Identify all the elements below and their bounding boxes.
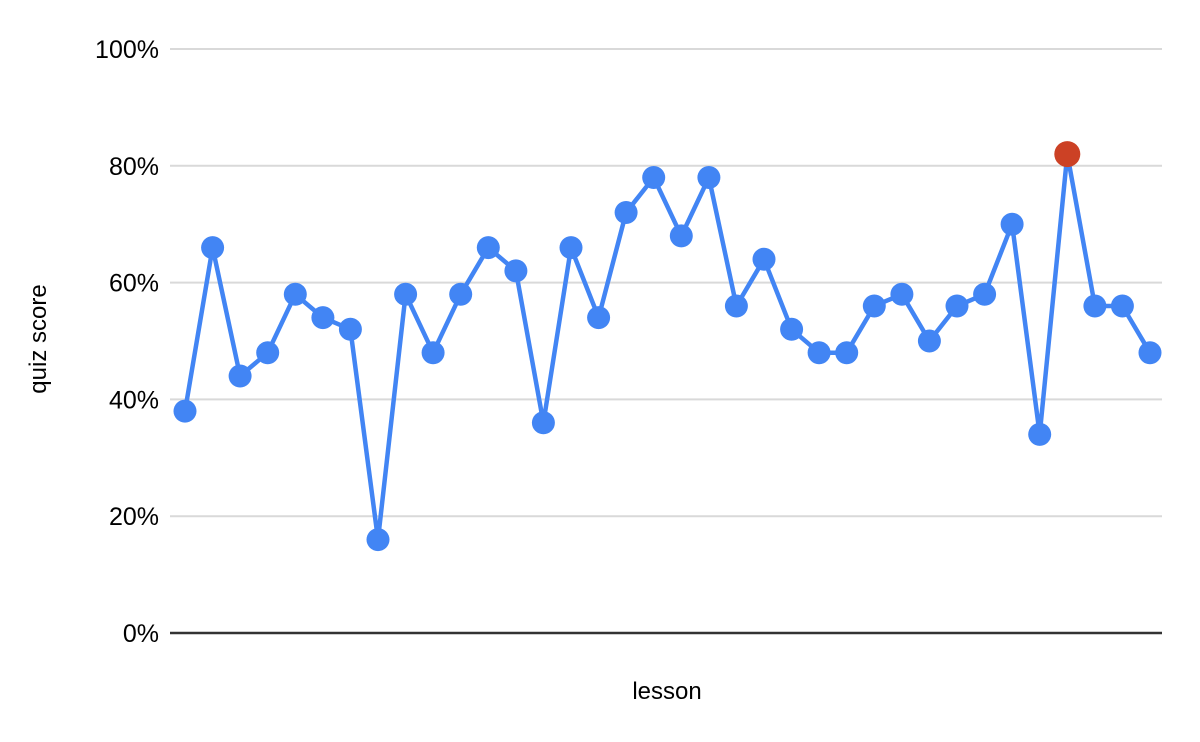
- data-point[interactable]: [669, 224, 693, 248]
- y-tick-label: 80%: [109, 153, 159, 181]
- series-line: [182, 151, 1153, 542]
- series-layer: [182, 151, 1153, 542]
- data-point[interactable]: [945, 294, 969, 318]
- y-axis-tick-labels: 0% 20% 40% 60% 80% 100%: [95, 36, 159, 648]
- y-tick-label: 100%: [95, 36, 159, 64]
- gridlines: [170, 48, 1162, 635]
- data-point[interactable]: [366, 528, 390, 552]
- data-point[interactable]: [449, 282, 473, 306]
- data-point[interactable]: [862, 294, 886, 318]
- data-point[interactable]: [724, 294, 748, 318]
- data-point[interactable]: [752, 247, 776, 271]
- y-tick-label: 40%: [109, 386, 159, 414]
- data-point[interactable]: [973, 282, 997, 306]
- data-point[interactable]: [890, 282, 914, 306]
- data-point[interactable]: [283, 282, 307, 306]
- data-point[interactable]: [587, 306, 611, 330]
- data-point[interactable]: [1138, 341, 1162, 365]
- data-point[interactable]: [1110, 294, 1134, 318]
- data-point[interactable]: [394, 282, 418, 306]
- y-tick-label: 0%: [123, 620, 159, 648]
- data-point[interactable]: [642, 166, 666, 189]
- data-point[interactable]: [256, 341, 280, 365]
- data-point[interactable]: [697, 166, 721, 189]
- data-point[interactable]: [1028, 422, 1052, 446]
- x-axis-title: lesson: [632, 678, 701, 705]
- data-point[interactable]: [559, 236, 583, 260]
- data-point[interactable]: [338, 317, 362, 341]
- data-point[interactable]: [917, 329, 941, 353]
- data-point[interactable]: [311, 306, 335, 330]
- data-point[interactable]: [173, 399, 197, 423]
- data-point[interactable]: [1083, 294, 1107, 318]
- y-axis-title: quiz score: [25, 284, 52, 393]
- highlighted-data-point[interactable]: [1054, 141, 1081, 168]
- y-tick-label: 20%: [109, 503, 159, 531]
- y-tick-label: 60%: [109, 270, 159, 298]
- data-point[interactable]: [1000, 212, 1024, 236]
- data-point[interactable]: [228, 364, 252, 388]
- data-point[interactable]: [835, 341, 859, 365]
- data-points-layer: [173, 141, 1162, 552]
- data-point[interactable]: [421, 341, 445, 365]
- data-point[interactable]: [614, 201, 638, 224]
- data-point[interactable]: [531, 411, 555, 435]
- data-point[interactable]: [201, 236, 225, 260]
- data-point[interactable]: [476, 236, 500, 260]
- data-point[interactable]: [780, 317, 804, 341]
- data-point[interactable]: [504, 259, 528, 283]
- data-point[interactable]: [807, 341, 831, 365]
